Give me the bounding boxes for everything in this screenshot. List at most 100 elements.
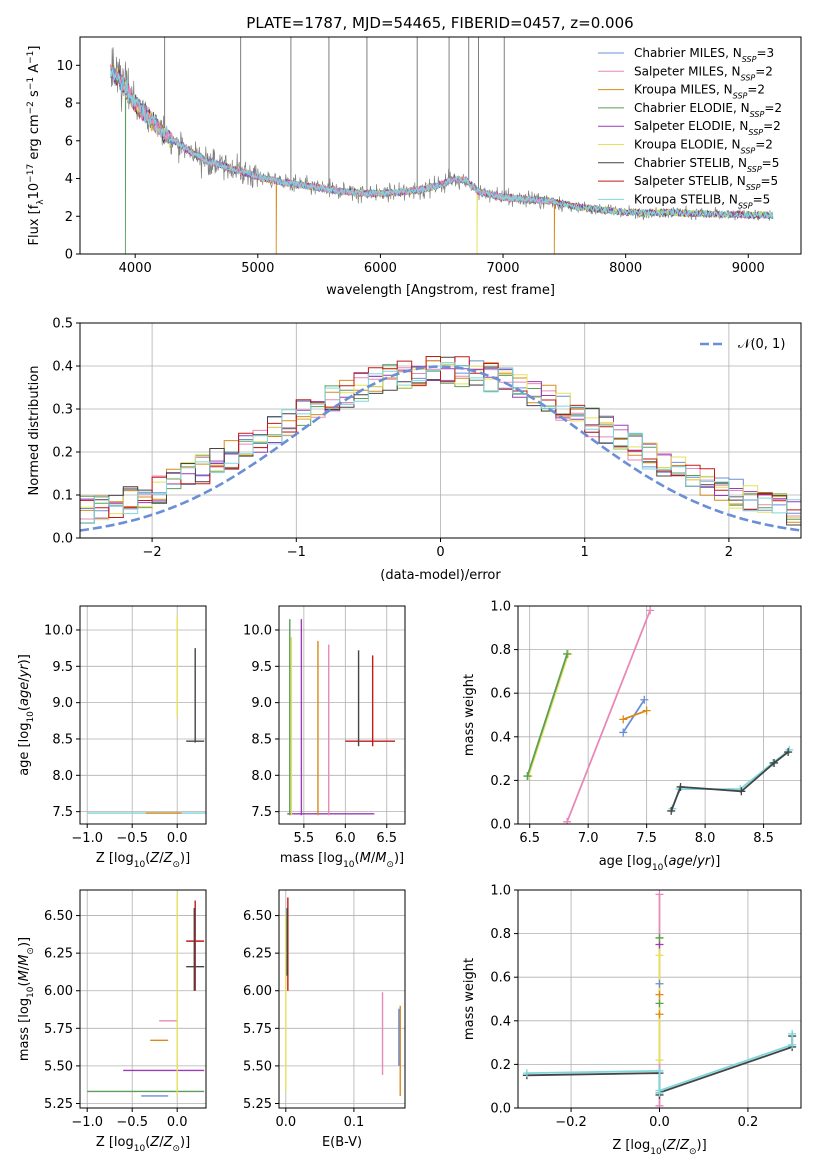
- label-part: s: [27, 90, 42, 101]
- y-tick-label: 0.0: [490, 818, 511, 833]
- label-part: −17: [26, 164, 36, 183]
- label-part: 10: [26, 711, 36, 723]
- label-part: /: [693, 854, 698, 869]
- x-axis-label: mass [log10(M/M⊙)]: [280, 851, 404, 870]
- label-part: )]: [180, 851, 190, 866]
- label-part: /: [676, 1138, 681, 1153]
- label-part: 10: [652, 863, 664, 873]
- y-tick-label: 5.75: [243, 1022, 272, 1037]
- y-tick-label: 6.25: [44, 947, 73, 962]
- label-part: Flux [f: [27, 204, 42, 245]
- label-part: )]: [697, 1138, 707, 1153]
- legend-part: =5: [753, 192, 771, 206]
- label-part: 10: [27, 183, 42, 200]
- y-tick-label: 0.8: [490, 927, 511, 942]
- label-part: (: [662, 1138, 667, 1153]
- legend-part: =2: [763, 119, 781, 133]
- label-part: A: [27, 64, 42, 77]
- data-point-marker: [655, 1066, 664, 1075]
- y-tick-label: 1.0: [490, 884, 511, 899]
- legend-part: SSP: [750, 109, 765, 118]
- label-part: ⊙: [689, 1147, 697, 1157]
- gaussian-curve: [80, 365, 801, 532]
- y-tick-label: 0: [65, 248, 73, 263]
- y-axis-label: Flux [fλ10−17 erg cm−2 s−1 A−1]: [26, 46, 46, 246]
- legend-part: =2: [755, 138, 773, 152]
- data-point-marker: [640, 695, 649, 704]
- series-line: [527, 653, 570, 777]
- legend-entry: Salpeter ELODIE, NSSP=2: [634, 119, 781, 137]
- x-tick-label: −2: [143, 545, 162, 560]
- x-tick-label: −1: [287, 545, 306, 560]
- data-point-marker: [655, 933, 664, 942]
- label-part: (: [17, 981, 32, 986]
- y-tick-label: 9.5: [52, 660, 73, 675]
- x-tick-label: 8.0: [695, 831, 716, 846]
- y-axis-label: mass [log10(M/M⊙)]: [17, 937, 36, 1061]
- label-part: erg cm: [27, 114, 42, 163]
- legend-part: Salpeter STELIB, N: [634, 174, 746, 188]
- label-part: Z [log: [96, 1135, 134, 1150]
- y-tick-label: 5.50: [44, 1059, 73, 1074]
- label-part: (: [145, 851, 150, 866]
- series-line: [526, 653, 568, 777]
- legend-part: SSP: [747, 164, 762, 173]
- data-point-marker: [784, 748, 793, 757]
- legend-part: Kroupa STELIB, N: [634, 192, 738, 206]
- age-vs-mass-panel: 5.5 6.0 6.5 7.5 8.0 8.5 9.0 9.5 10.0 mass [log10(…: [243, 605, 406, 870]
- x-axis-label: Z [log10(Z/Z⊙)]: [96, 1135, 190, 1154]
- label-part: Z: [149, 851, 160, 866]
- label-part: −2: [26, 101, 36, 114]
- y-tick-label: 0.6: [490, 971, 511, 986]
- y-tick-label: 8.5: [251, 732, 272, 747]
- y-axis-label: mass weight: [462, 674, 477, 756]
- mass-vs-ebv-panel: 0.0 0.1 5.25 5.50 5.75 6.00 6.25 6.50 E(B-V): [243, 889, 406, 1150]
- plot-area: [287, 619, 396, 816]
- x-tick-label: 7.5: [636, 831, 657, 846]
- legend-entry: Kroupa MILES, NSSP=2: [634, 83, 765, 101]
- data-point-marker: [788, 1040, 797, 1049]
- x-tick-label: 5000: [241, 261, 274, 276]
- x-axis-label: wavelength [Angstrom, rest frame]: [326, 283, 555, 298]
- y-tick-label: 0.1: [52, 489, 73, 504]
- series-line: [566, 610, 651, 823]
- data-point-marker: [655, 1056, 664, 1065]
- label-part: )]: [17, 937, 32, 947]
- axes-frame: [79, 605, 207, 825]
- label-part: ⊙: [172, 860, 180, 870]
- legend-entry: Salpeter MILES, NSSP=2: [634, 64, 773, 82]
- y-tick-label: 0.2: [490, 774, 511, 789]
- y-tick-label: 0.6: [490, 687, 511, 702]
- y-tick-label: 0.0: [490, 1102, 511, 1117]
- data-point-marker: [655, 1086, 664, 1095]
- legend-part: Chabrier MILES, N: [634, 46, 742, 60]
- label-part: ]: [27, 46, 42, 51]
- residuals-panel: −2 −1 0 1 2 0.0 0.1 0.2 0.3 0.4 0.5 (data-model)/er…: [27, 317, 802, 583]
- x-tick-label: 7.0: [578, 831, 599, 846]
- plot-area: [523, 606, 794, 824]
- y-tick-label: 5.50: [243, 1059, 272, 1074]
- x-tick-label: 6.5: [376, 831, 397, 846]
- label-part: Z: [163, 851, 174, 866]
- y-tick-label: 8.0: [52, 769, 73, 784]
- label-part: )]: [710, 854, 720, 869]
- label-part: Z: [679, 1138, 690, 1153]
- label-part: /: [371, 851, 376, 866]
- label-part: ⊙: [26, 947, 36, 955]
- data-point-marker: [523, 772, 532, 781]
- label-part: Z [log: [96, 851, 134, 866]
- mass-vs-z-panel: −1.0 −0.5 0.0 5.25 5.50 5.75 6.00 6.25 6.50 Z [lo…: [17, 889, 207, 1154]
- data-point-marker: [655, 1101, 664, 1108]
- legend-part: Salpeter MILES, N: [634, 64, 741, 78]
- legend-part: =2: [747, 83, 765, 97]
- x-axis-label: E(B-V): [322, 1135, 362, 1150]
- legend-entry: Salpeter STELIB, NSSP=5: [634, 174, 778, 192]
- legend-part: Chabrier ELODIE, N: [634, 101, 750, 115]
- label-part: age [log: [17, 723, 32, 776]
- axes-frame: [278, 889, 406, 1109]
- label-part: )]: [394, 851, 404, 866]
- y-tick-label: 6.00: [243, 984, 272, 999]
- data-point-marker: [619, 728, 628, 737]
- label-part: /: [17, 677, 32, 682]
